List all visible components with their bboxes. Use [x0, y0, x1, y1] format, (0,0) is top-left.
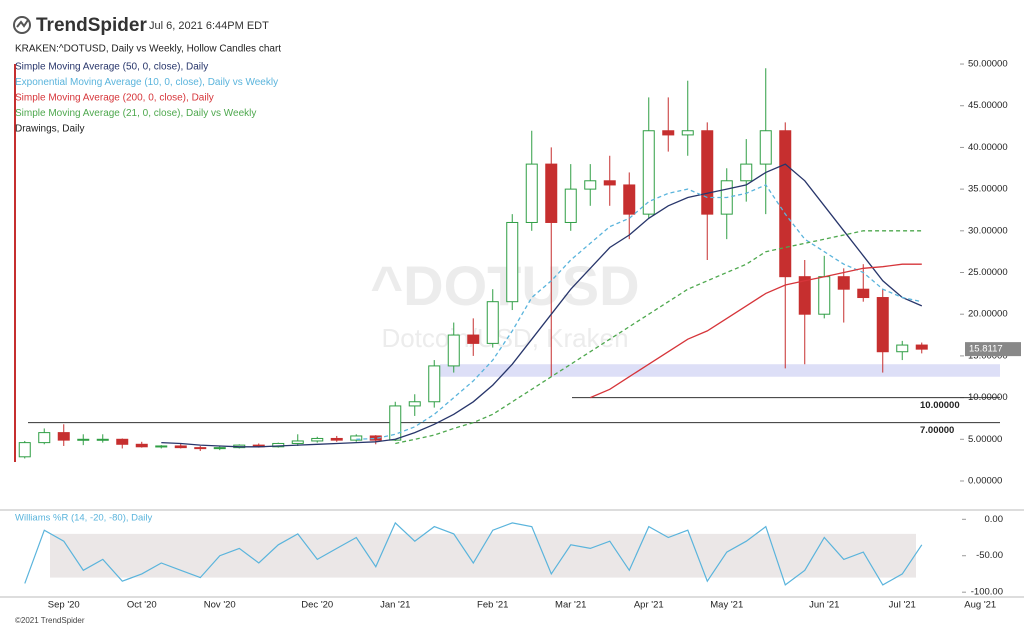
- candle-body: [291, 440, 304, 444]
- timestamp: Jul 6, 2021 6:44PM EDT: [149, 20, 269, 32]
- candle-body: [447, 334, 460, 367]
- y-tick-label: 50.00000: [968, 59, 1008, 70]
- x-tick-label: Aug '21: [964, 600, 996, 611]
- candle-body: [818, 276, 831, 315]
- candle-body: [174, 445, 187, 449]
- level-label: 10.00000: [920, 400, 960, 411]
- x-tick-label: Feb '21: [477, 600, 508, 611]
- last-price-box: [965, 342, 1021, 357]
- logo: [13, 16, 31, 34]
- candle-body: [389, 405, 402, 441]
- candle-body: [623, 184, 636, 215]
- candle-body: [57, 432, 70, 441]
- y-tick-label: 25.00000: [968, 267, 1008, 278]
- oscillator-title: Williams %R (14, -20, -80), Daily: [15, 513, 152, 524]
- candle-body: [642, 130, 655, 215]
- candle-body: [135, 443, 148, 448]
- last-price-label: 15.8117: [969, 344, 1003, 355]
- candle-body: [194, 447, 207, 450]
- level-label: 7.00000: [920, 425, 954, 436]
- watermark: ^DOTUSD: [370, 254, 639, 317]
- candle-body: [759, 130, 772, 165]
- x-tick-label: Sep '20: [48, 600, 80, 611]
- watermark-subtitle: Dotcoin/USD, Kraken: [381, 323, 628, 353]
- candle-body: [740, 163, 753, 182]
- candle-body: [857, 288, 870, 299]
- candle-body: [18, 442, 31, 458]
- oscillator-tick-label: -50.00: [976, 550, 1003, 561]
- x-tick-label: Apr '21: [634, 600, 664, 611]
- candle-body: [506, 221, 519, 303]
- candle-body: [155, 445, 168, 448]
- brand: TrendSpider: [36, 15, 147, 36]
- legend-entry: Simple Moving Average (200, 0, close), D…: [15, 93, 214, 104]
- legend-entry: Simple Moving Average (50, 0, close), Da…: [15, 62, 208, 73]
- moving-average: [161, 163, 923, 448]
- candle-body: [116, 438, 129, 445]
- x-tick-label: Oct '20: [127, 600, 157, 611]
- y-tick-label: 0.00000: [968, 475, 1002, 486]
- y-tick-label: 35.00000: [968, 184, 1008, 195]
- candle-body: [369, 435, 382, 441]
- oscillator-line: [24, 521, 923, 586]
- candle-body: [896, 344, 909, 353]
- moving-average: [590, 263, 922, 399]
- x-tick-label: May '21: [710, 600, 743, 611]
- candle-body: [584, 180, 597, 190]
- candle-body: [408, 401, 421, 407]
- candle-body: [779, 130, 792, 278]
- legend-entry: Exponential Moving Average (10, 0, close…: [15, 77, 278, 88]
- support-zone: [440, 364, 1000, 377]
- footer: ©2021 TrendSpider: [15, 616, 85, 625]
- candle-body: [330, 437, 343, 441]
- candle-body: [603, 180, 616, 186]
- candle-body: [525, 163, 538, 223]
- y-tick-label: 5.00000: [968, 434, 1002, 445]
- legend-entry: Drawings, Daily: [15, 124, 84, 135]
- candle-body: [681, 130, 694, 136]
- candle-body: [428, 365, 441, 403]
- x-tick-label: Dec '20: [301, 600, 333, 611]
- x-tick-label: Nov '20: [204, 600, 236, 611]
- candle-body: [96, 438, 109, 441]
- candle-body: [486, 301, 499, 344]
- oscillator-tick-label: 0.00: [985, 514, 1004, 525]
- x-tick-label: Mar '21: [555, 600, 586, 611]
- moving-average: [395, 230, 922, 445]
- candle-body: [545, 163, 558, 223]
- x-tick-label: Jan '21: [380, 600, 410, 611]
- candle-body: [876, 297, 889, 353]
- candle-body: [798, 276, 811, 315]
- candle-body: [915, 344, 928, 350]
- candle-body: [350, 435, 363, 441]
- y-tick-label: 30.00000: [968, 225, 1008, 236]
- candle-body: [38, 432, 51, 444]
- candle-body: [837, 276, 850, 290]
- candle-body: [213, 447, 226, 450]
- candle-body: [311, 437, 324, 442]
- legend-entry: Simple Moving Average (21, 0, close), Da…: [15, 108, 256, 119]
- y-tick-label: 20.00000: [968, 309, 1008, 320]
- candle-body: [662, 130, 675, 136]
- candle-body: [564, 188, 577, 223]
- x-tick-label: Jun '21: [809, 600, 839, 611]
- candle-body: [701, 130, 714, 215]
- y-tick-label: 45.00000: [968, 100, 1008, 111]
- oscillator-band: [50, 533, 916, 578]
- chart-title: KRAKEN:^DOTUSD, Daily vs Weekly, Hollow …: [15, 44, 281, 55]
- candle-body: [467, 334, 480, 344]
- x-tick-label: Jul '21: [889, 600, 916, 611]
- oscillator-tick-label: -100.00: [971, 587, 1003, 598]
- candle-body: [77, 438, 90, 441]
- y-tick-label: 40.00000: [968, 142, 1008, 153]
